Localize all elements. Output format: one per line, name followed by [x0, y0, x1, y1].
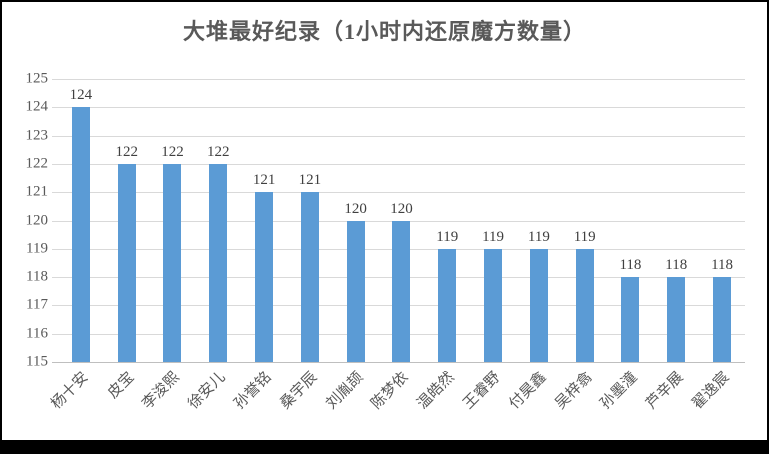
bar-value-label: 122: [115, 143, 138, 160]
bar: [529, 248, 548, 362]
bar-value-label: 118: [619, 257, 642, 274]
x-category-label: 孙墨潼: [597, 369, 642, 413]
bar-value-label: 119: [527, 228, 550, 245]
bar-value-label: 119: [573, 228, 596, 245]
bar: [163, 163, 182, 362]
bar: [255, 192, 274, 362]
x-category-label: 温皓然: [414, 369, 458, 413]
bar-column: 119 吴梓翕: [552, 79, 608, 412]
bar: [346, 220, 365, 362]
y-tick-label: 118: [26, 268, 48, 285]
y-tick-label: 115: [26, 353, 48, 370]
plot-area: 115 116 117 118 119 120 121 122 123 124 125 124 杨十安…: [26, 71, 745, 413]
bar-column: 122 徐安儿: [186, 79, 241, 412]
bar-column: 121 桑宇辰: [277, 79, 333, 413]
x-category-label: 吴梓翕: [552, 369, 596, 413]
bar-value-label: 119: [482, 228, 505, 245]
bars-container: 124 杨十安 122 皮宝 122 李浚熙 122 徐安儿 121 孙誉铭 121 桑宇辰 120 刘胤…: [48, 79, 745, 413]
bar-value-label: 121: [252, 172, 276, 189]
bar-column: 122 皮宝: [104, 79, 150, 401]
x-category-label: 徐安儿: [185, 369, 229, 413]
bar-value-label: 119: [436, 228, 459, 245]
y-tick-label: 120: [25, 212, 49, 228]
bar-column: 124 杨十安: [48, 79, 104, 413]
y-tick-label: 119: [26, 240, 48, 257]
bar: [392, 220, 411, 362]
bar: [209, 163, 228, 362]
y-tick-label: 124: [25, 98, 49, 115]
x-category-label: 刘胤颉: [323, 369, 367, 413]
bar-value-label: 121: [298, 172, 322, 189]
bar: [484, 248, 503, 362]
gridline: [52, 107, 745, 109]
bottom-frame-bar: [2, 440, 767, 452]
bar-value-label: 120: [390, 200, 413, 217]
bar-value-label: 118: [711, 257, 734, 274]
bar: [575, 248, 594, 362]
gridline: [52, 135, 745, 137]
y-tick-label: 122: [25, 155, 49, 172]
bar: [300, 192, 319, 362]
bar-value-label: 122: [207, 143, 230, 160]
y-tick-label: 117: [26, 296, 48, 313]
bar: [71, 107, 90, 362]
bar-value-label: 122: [161, 143, 184, 160]
bar-column: 118 芦辛展: [644, 79, 699, 413]
bar-value-label: 124: [69, 87, 93, 104]
x-category-label: 陈梦依: [368, 369, 413, 413]
gridline: [52, 79, 745, 80]
bar-column: 119 温皓然: [415, 79, 470, 412]
bar-value-label: 118: [665, 257, 688, 274]
x-category-label: 桑宇辰: [277, 369, 321, 413]
y-tick-label: 125: [25, 70, 49, 87]
x-category-label: 翟逸宸: [689, 369, 733, 413]
bar-value-label: 120: [344, 200, 367, 217]
y-tick-label: 116: [26, 325, 48, 342]
x-category-label: 芦辛展: [643, 369, 687, 413]
bar-column: 121 孙誉铭: [232, 79, 287, 413]
y-tick-label: 123: [25, 127, 49, 144]
x-axis-line: [52, 362, 745, 363]
bar: [117, 163, 136, 362]
bar-column: 120 陈梦依: [369, 79, 425, 412]
x-category-label: 杨十安: [48, 369, 92, 413]
x-category-label: 李浚熙: [139, 369, 184, 413]
bar: [438, 248, 457, 362]
bar-column: 122 李浚熙: [140, 79, 196, 412]
chart-title: 大堆最好纪录（1小时内还原魔方数量）: [182, 19, 586, 44]
x-category-label: 王睿野: [460, 369, 504, 413]
bar-column: 119 付昊鑫: [506, 79, 562, 412]
bar-column: 120 刘胤颉: [323, 79, 379, 412]
bar-column: 118 孙墨潼: [598, 79, 654, 413]
y-tick-label: 121: [25, 183, 49, 200]
x-category-label: 皮宝: [104, 369, 138, 402]
bar: [667, 277, 686, 362]
x-category-label: 付昊鑫: [506, 369, 550, 413]
bar-column: 118 翟逸宸: [690, 79, 745, 413]
bar: [621, 277, 640, 362]
gridline: [52, 163, 745, 165]
bar-column: 119 王睿野: [461, 79, 516, 412]
x-category-label: 孙誉铭: [231, 369, 275, 413]
bar: [713, 277, 732, 362]
gridline: [52, 192, 745, 194]
